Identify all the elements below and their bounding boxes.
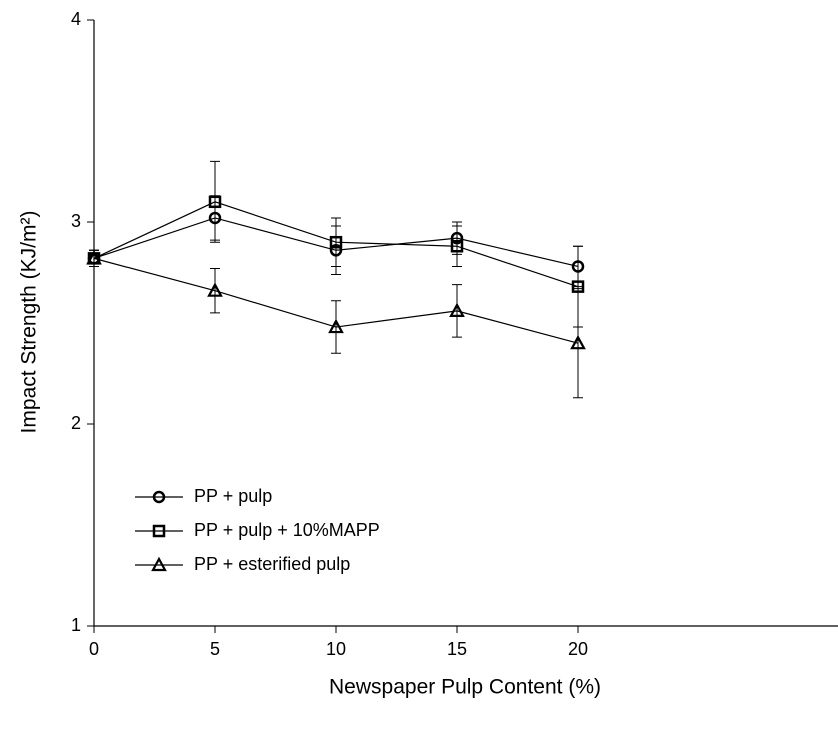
marker [329,235,343,249]
y-axis-label: Impact Strength (KJ/m²) [18,211,41,434]
error-bar [331,300,341,354]
error-bar [452,225,462,267]
error-bar [210,267,220,314]
marker [328,318,344,334]
marker [208,195,222,209]
x-tick-label: 15 [447,639,467,659]
error-bar [452,284,462,338]
legend-label: PP + pulp + 10%MAPP [194,520,380,540]
error-bar [210,160,220,243]
error-bar [331,217,341,267]
y-tick-label: 2 [71,413,81,433]
marker [449,302,465,317]
legend-label: PP + pulp [194,486,272,506]
y-tick-label: 1 [71,615,81,635]
marker [207,282,223,297]
y-tick-label: 3 [71,211,81,231]
marker [450,239,464,253]
x-tick-label: 20 [568,639,588,659]
y-tick-label: 4 [71,9,81,29]
marker [570,334,586,350]
x-tick-label: 10 [326,639,346,659]
legend-marker [151,556,167,572]
legend-label: PP + esterified pulp [194,554,350,574]
x-axis-label: Newspaper Pulp Content (%) [329,676,601,699]
marker [86,250,102,265]
x-tick-label: 5 [210,639,220,659]
x-tick-label: 0 [89,639,99,659]
legend-marker [152,490,166,504]
legend-marker [152,524,166,538]
error-bar [573,288,583,399]
